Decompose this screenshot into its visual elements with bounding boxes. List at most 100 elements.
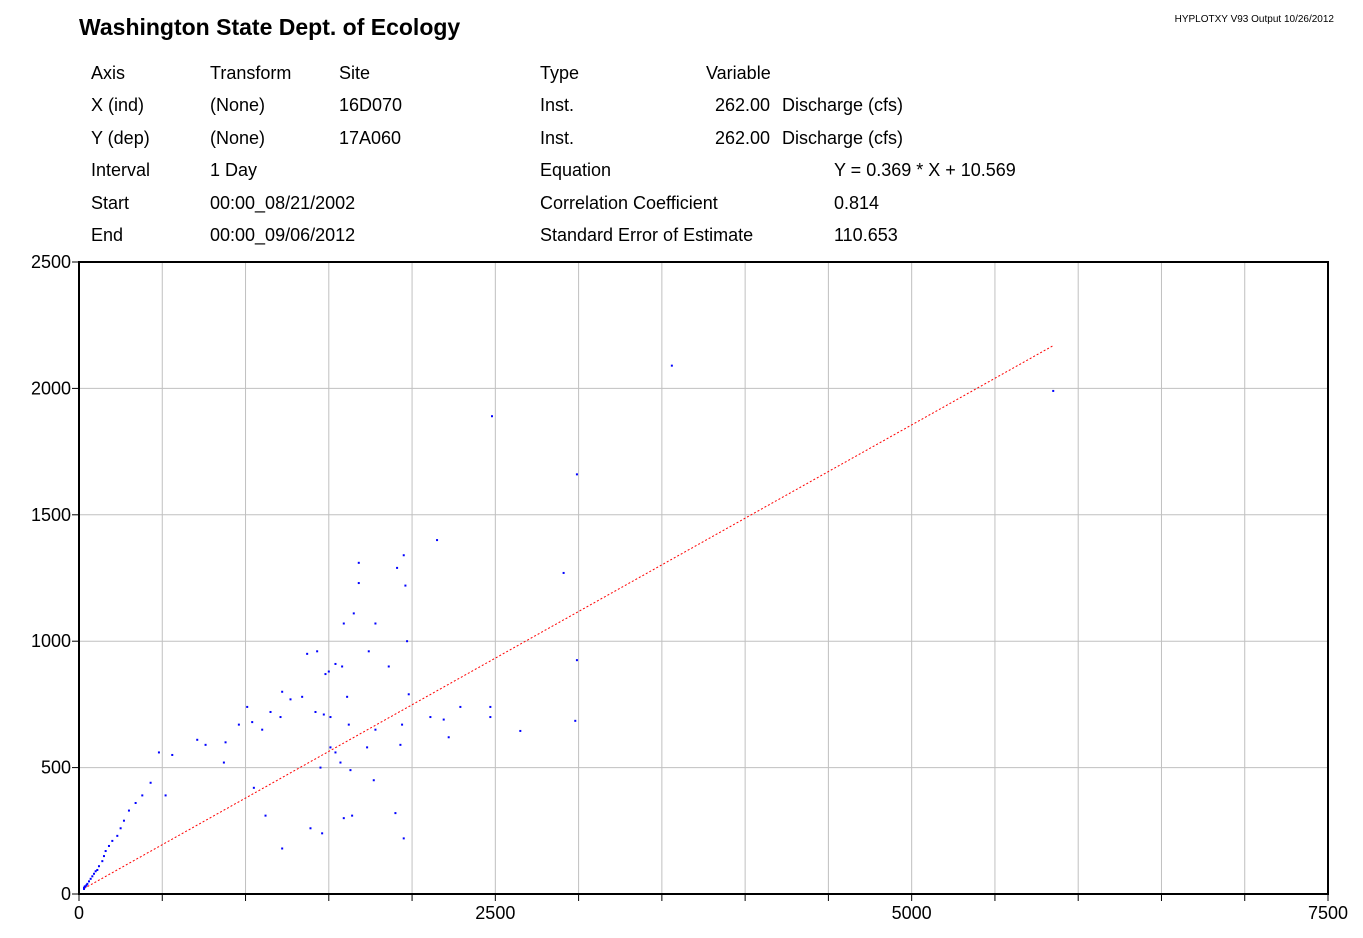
- data-point: [574, 719, 577, 722]
- regression-line: [83, 345, 1054, 889]
- data-point: [322, 713, 325, 716]
- y-transform: (None): [210, 128, 266, 148]
- data-point: [171, 753, 174, 756]
- data-point: [1052, 389, 1055, 392]
- data-point: [342, 817, 345, 820]
- x-tick-label: 5000: [892, 903, 932, 923]
- x-tick-label: 2500: [475, 903, 515, 923]
- data-point: [575, 659, 578, 662]
- y-code: 262.00: [714, 128, 770, 148]
- data-point: [119, 827, 122, 830]
- data-point: [92, 872, 95, 875]
- data-point: [374, 622, 377, 625]
- y-tick-label: 0: [61, 884, 71, 904]
- x-type: Inst.: [540, 95, 575, 115]
- data-point: [141, 794, 144, 797]
- y-tick-label: 2000: [31, 378, 71, 398]
- data-point: [442, 718, 445, 721]
- data-point: [97, 865, 100, 868]
- data-point: [316, 650, 319, 653]
- data-point: [281, 690, 284, 693]
- correlation-label: Correlation Coefficient: [540, 193, 718, 213]
- data-point: [447, 736, 450, 739]
- data-point: [402, 837, 405, 840]
- data-point: [374, 728, 377, 731]
- data-point: [301, 695, 304, 698]
- end-label: End: [91, 225, 124, 245]
- std-error-value: 110.653: [834, 225, 898, 245]
- data-point: [82, 886, 85, 889]
- col-header-type: Type: [540, 63, 580, 83]
- data-point: [401, 723, 404, 726]
- data-point: [196, 738, 199, 741]
- data-point: [264, 814, 267, 817]
- y-tick-label: 1000: [31, 631, 71, 651]
- data-point: [334, 751, 337, 754]
- data-point: [314, 710, 317, 713]
- data-point: [252, 786, 255, 789]
- data-point: [575, 473, 578, 476]
- start-label: Start: [91, 193, 130, 213]
- std-error-label: Standard Error of Estimate: [540, 225, 754, 245]
- data-point: [372, 779, 375, 782]
- interval-label: Interval: [91, 160, 151, 180]
- correlation-value: 0.814: [834, 193, 880, 213]
- data-point: [309, 827, 312, 830]
- data-point: [346, 695, 349, 698]
- y-tick-label: 2500: [31, 252, 71, 272]
- data-point: [329, 746, 332, 749]
- data-point: [327, 670, 330, 673]
- data-point: [224, 741, 227, 744]
- data-point: [349, 769, 352, 772]
- data-point: [251, 721, 254, 724]
- data-point: [279, 716, 282, 719]
- data-point: [246, 705, 249, 708]
- data-point: [342, 622, 345, 625]
- data-point: [107, 844, 110, 847]
- data-point: [396, 566, 399, 569]
- x-transform: (None): [210, 95, 266, 115]
- data-point: [149, 781, 152, 784]
- data-point: [406, 640, 409, 643]
- data-point: [134, 801, 137, 804]
- data-point: [94, 870, 97, 873]
- y-tick-label: 1500: [31, 505, 71, 525]
- data-point: [306, 652, 309, 655]
- interval-value: 1 Day: [210, 160, 258, 180]
- data-point: [269, 710, 272, 713]
- end-value: 00:00_09/06/2012: [210, 225, 356, 245]
- data-point: [387, 665, 390, 668]
- data-point: [111, 839, 114, 842]
- data-point: [82, 887, 85, 890]
- data-point: [402, 554, 405, 557]
- data-point: [86, 882, 89, 885]
- y-variable: Discharge (cfs): [782, 128, 904, 148]
- data-point: [334, 662, 337, 665]
- data-point: [85, 884, 88, 887]
- data-point: [491, 415, 494, 418]
- data-point: [429, 716, 432, 719]
- data-point: [96, 868, 99, 871]
- data-point: [341, 665, 344, 668]
- data-point: [102, 855, 105, 858]
- data-point: [459, 705, 462, 708]
- data-point: [352, 612, 355, 615]
- x-tick-label: 7500: [1308, 903, 1348, 923]
- page-title: Washington State Dept. of Ecology: [79, 14, 461, 40]
- data-point: [237, 723, 240, 726]
- data-point: [339, 761, 342, 764]
- data-point: [127, 809, 130, 812]
- col-header-transform: Transform: [210, 63, 292, 83]
- data-point: [562, 571, 565, 574]
- data-point: [351, 814, 354, 817]
- data-point: [399, 743, 402, 746]
- y-type: Inst.: [540, 128, 575, 148]
- x-code: 262.00: [714, 95, 770, 115]
- plot-frame: [78, 261, 1329, 895]
- data-point: [83, 885, 86, 888]
- data-point: [489, 705, 492, 708]
- data-point: [89, 877, 92, 880]
- y-tick-label: 500: [41, 758, 71, 778]
- data-point: [404, 584, 407, 587]
